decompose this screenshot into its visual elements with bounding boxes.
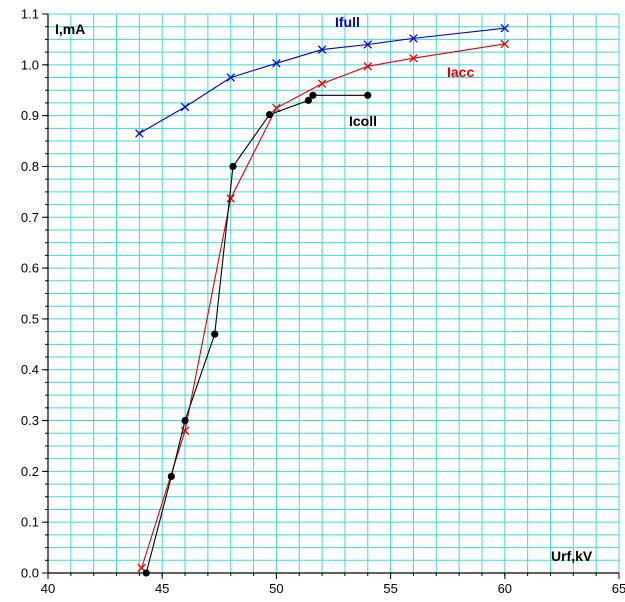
series-lines <box>135 23 510 577</box>
data-point-iacc <box>226 194 235 203</box>
data-point-iacc <box>317 79 327 88</box>
data-point-ifull <box>180 102 190 112</box>
y-tick-label: 0.3 <box>21 413 39 428</box>
marker-stroke <box>180 426 190 435</box>
marker-stroke <box>180 102 190 112</box>
data-point-icoll <box>211 330 219 338</box>
data-point-iacc <box>272 103 281 113</box>
marker-stroke <box>272 59 281 68</box>
y-tick-label: 0.5 <box>21 311 39 326</box>
series-label-iacc: Iacc <box>447 64 474 80</box>
marker-stroke <box>409 34 418 43</box>
data-point-icoll <box>229 162 237 171</box>
marker-stroke <box>226 73 235 82</box>
series-label-ifull: Ifull <box>335 14 360 30</box>
marker-stroke <box>317 79 327 88</box>
marker-stroke <box>500 39 510 49</box>
marker-stroke <box>363 62 373 71</box>
y-tick-label: 0.1 <box>21 515 39 530</box>
y-tick-label: 0.0 <box>21 566 39 581</box>
data-point-ifull <box>317 45 327 54</box>
data-point-icoll <box>304 96 312 104</box>
data-point-icoll <box>181 416 189 425</box>
labels: I,mA Urf,kV Ifull Iacc Icoll <box>55 14 593 564</box>
marker-stroke <box>317 45 327 54</box>
series-line-ifull <box>139 27 505 134</box>
y-tick-label: 0.6 <box>21 261 39 276</box>
data-point-icoll <box>309 91 317 99</box>
y-tick-label: 0.4 <box>21 362 39 377</box>
data-point-iacc <box>180 426 190 435</box>
x-tick-label: 65 <box>612 581 625 596</box>
y-tick-label: 1.1 <box>21 7 39 22</box>
data-point-ifull <box>226 73 235 82</box>
series-line-iacc <box>141 43 505 569</box>
y-tick-label: 0.9 <box>21 108 39 123</box>
grid <box>47 13 620 574</box>
marker-stroke <box>135 129 144 138</box>
data-point-iacc <box>409 53 418 63</box>
marker-stroke <box>363 40 373 49</box>
data-point-icoll <box>142 569 150 577</box>
marker-stroke <box>409 53 418 63</box>
marker-stroke <box>226 194 235 203</box>
x-tick-label: 60 <box>498 581 512 596</box>
data-point-ifull <box>409 34 418 43</box>
data-point-ifull <box>272 59 281 68</box>
data-point-ifull <box>135 129 144 138</box>
series-label-icoll: Icoll <box>349 113 377 129</box>
y-tick-label: 0.8 <box>21 159 39 174</box>
data-point-iacc <box>363 62 373 71</box>
x-tick-label: 50 <box>269 581 283 596</box>
x-tick-label: 45 <box>155 581 169 596</box>
data-point-icoll <box>167 472 175 481</box>
y-tick-label: 0.7 <box>21 210 39 225</box>
x-tick-label: 55 <box>383 581 397 596</box>
y-axis-title: I,mA <box>55 21 85 37</box>
y-tick-label: 0.2 <box>21 464 39 479</box>
data-point-iacc <box>500 39 510 49</box>
series-line-icoll <box>145 94 368 574</box>
data-point-icoll <box>265 111 274 119</box>
x-axis-title: Urf,kV <box>551 548 593 564</box>
marker-stroke <box>272 103 281 113</box>
data-point-ifull <box>363 40 373 49</box>
marker-stroke <box>137 563 146 573</box>
data-point-icoll <box>364 91 372 99</box>
x-tick-label: 40 <box>41 581 55 596</box>
data-point-ifull <box>500 23 510 33</box>
y-tick-label: 1.0 <box>21 57 39 72</box>
marker-stroke <box>500 23 510 33</box>
